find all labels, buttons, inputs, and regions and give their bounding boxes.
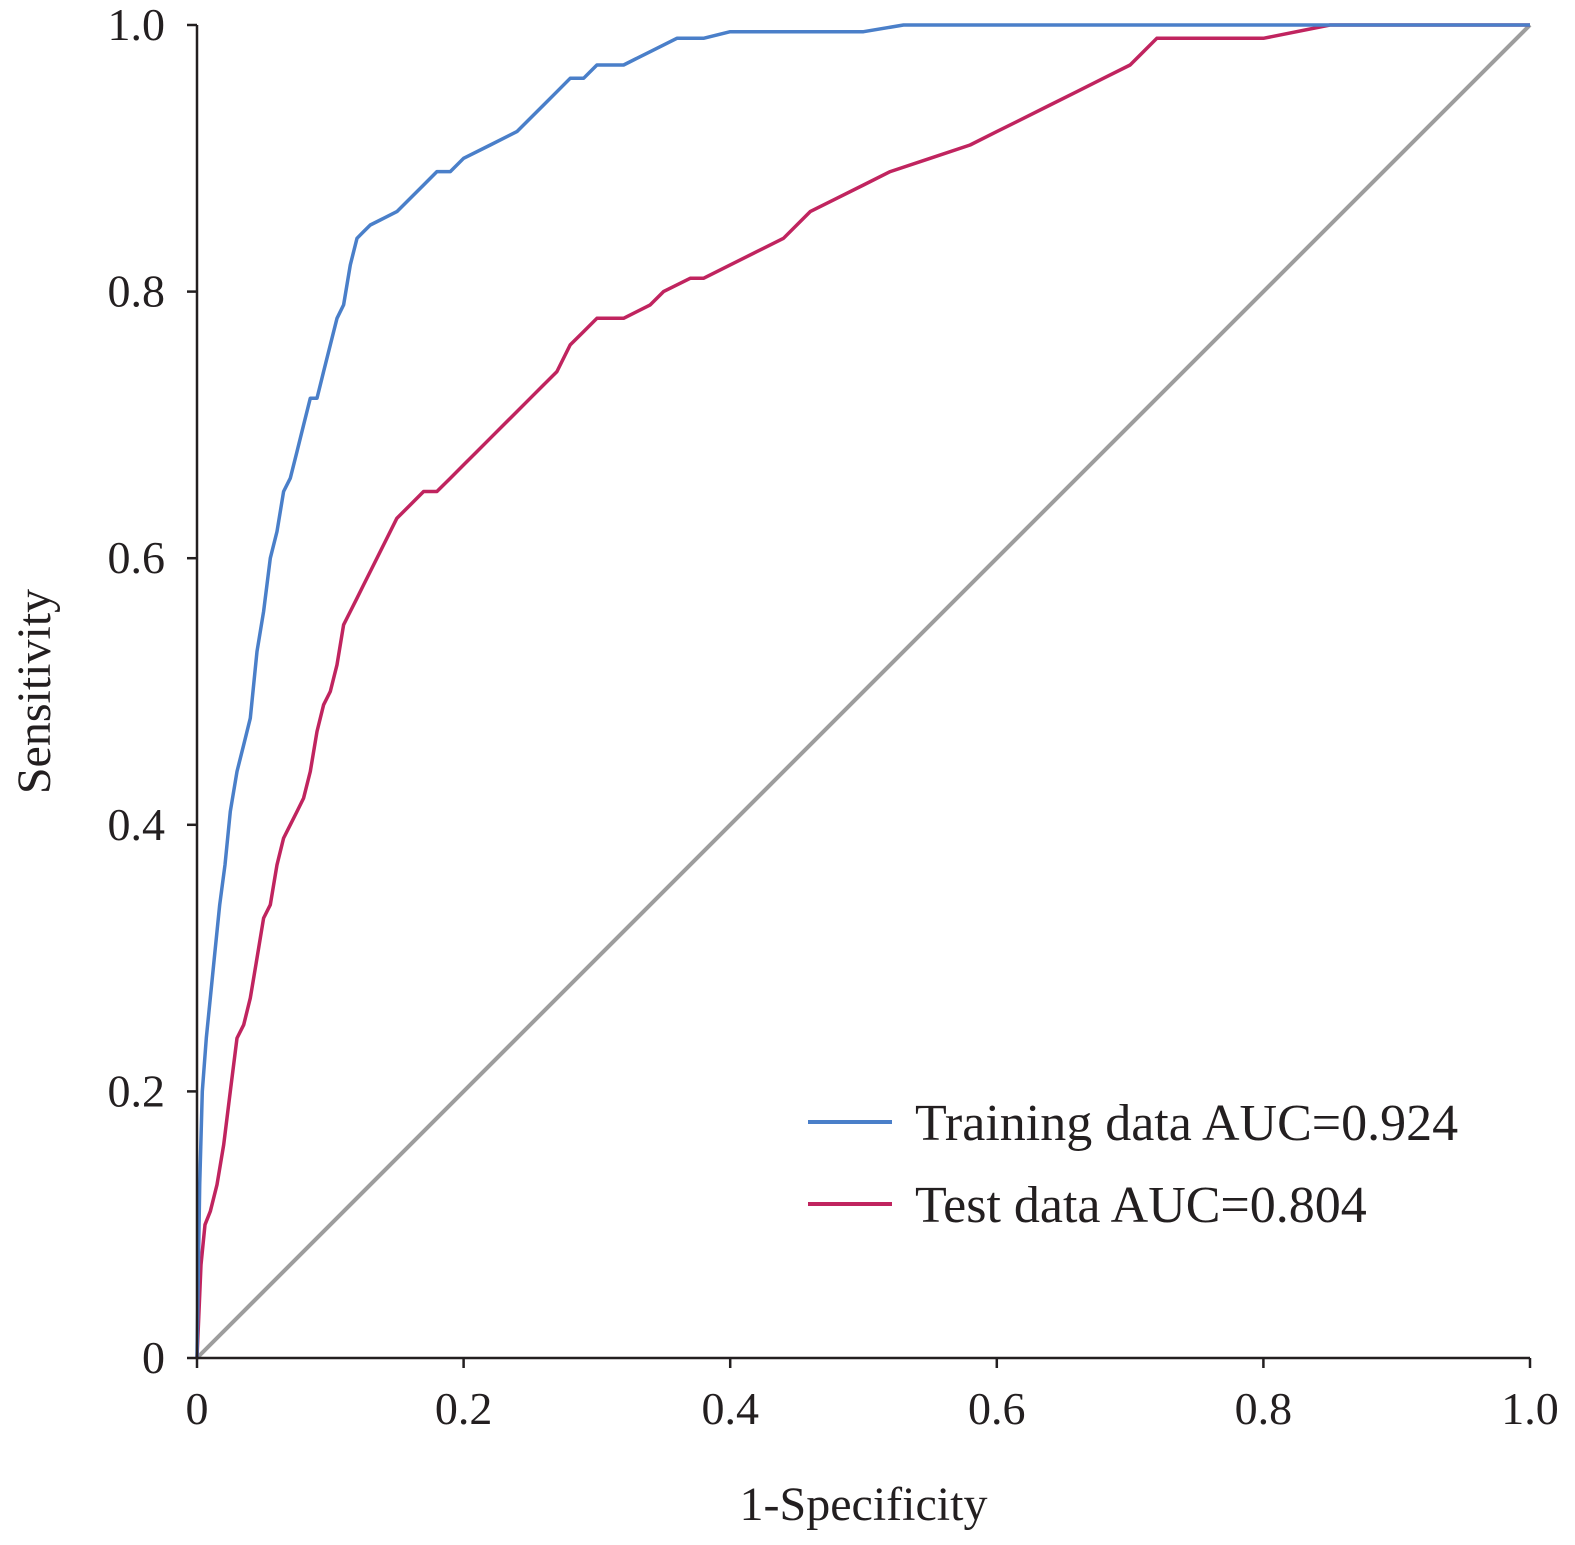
x-tick-label: 0.8 [1235, 1383, 1293, 1434]
x-tick-label: 0.2 [435, 1383, 493, 1434]
y-tick-label: 0.4 [108, 799, 166, 850]
y-tick-label: 0.8 [108, 266, 166, 317]
legend-label-test: Test data AUC=0.804 [915, 1177, 1367, 1234]
y-tick-label: 1.0 [108, 0, 166, 50]
y-tick-label: 0 [142, 1332, 165, 1383]
y-tick-label: 0.2 [108, 1065, 166, 1116]
series-line-test [195, 23, 1530, 1359]
x-tick-label: 1.0 [1501, 1383, 1559, 1434]
legend: Training data AUC=0.924 Test data AUC=0.8… [808, 1095, 1458, 1234]
x-tick-label: 0.4 [701, 1383, 759, 1434]
reference-diagonal-line [195, 23, 1532, 1360]
x-tick-label: 0 [186, 1383, 209, 1434]
y-axis-title: Sensitivity [8, 589, 61, 794]
y-tick-label: 0.6 [108, 532, 166, 583]
series-line-training [195, 23, 1530, 1359]
axes: 0 0.2 0.4 0.6 0.8 1.0 0 0.2 0.4 0.6 0.8 1.0 [108, 0, 1559, 1434]
plot-area [195, 23, 1532, 1360]
legend-label-training: Training data AUC=0.924 [915, 1095, 1458, 1152]
x-tick-label: 0.6 [968, 1383, 1026, 1434]
x-axis-title: 1-Specificity [740, 1478, 988, 1531]
